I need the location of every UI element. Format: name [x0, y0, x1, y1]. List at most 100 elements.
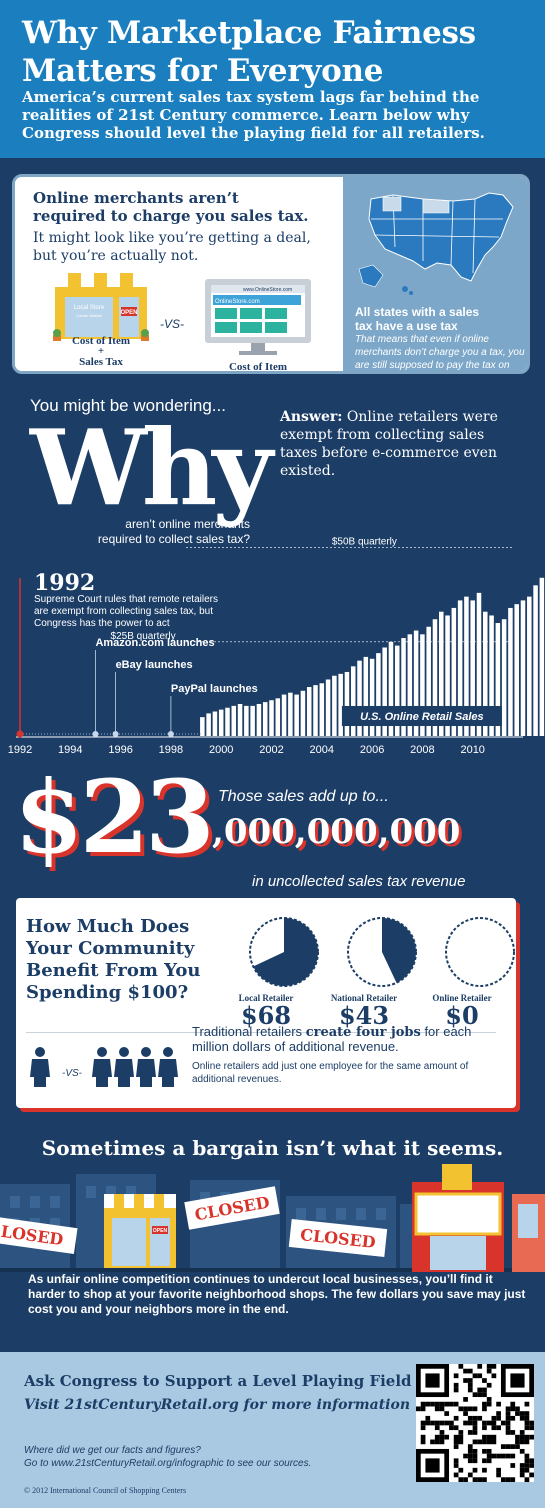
jobs-heading: Traditional retailers create four jobs f…	[192, 1025, 502, 1054]
qr-module	[477, 1364, 483, 1369]
qr-module	[463, 1378, 468, 1383]
qr-module	[477, 1415, 483, 1421]
chart-bar	[294, 694, 299, 736]
chart-bar	[457, 600, 463, 736]
qr-module	[486, 1397, 492, 1402]
qr-module	[449, 1401, 454, 1407]
person-icon	[30, 1047, 50, 1087]
qr-module	[425, 1415, 431, 1421]
qr-module	[510, 1477, 516, 1482]
qr-module	[510, 1444, 516, 1449]
chart-reference-label: $25B quarterly	[111, 631, 176, 642]
qr-module	[420, 1425, 426, 1431]
qr-module	[425, 1401, 431, 1407]
qr-module	[467, 1453, 473, 1459]
chart-bar	[476, 592, 482, 736]
copyright: © 2012 International Council of Shopping…	[24, 1486, 187, 1495]
qr-module	[500, 1477, 506, 1482]
community-heading: How Much Does Your Community Benefit Fro…	[26, 916, 241, 1004]
qr-module	[449, 1420, 454, 1426]
qr-module	[486, 1439, 492, 1445]
local-cost-line-3: Sales Tax	[79, 356, 123, 368]
closed-sign-left: LOSED	[0, 1216, 78, 1255]
qr-module	[467, 1458, 473, 1464]
footer-visit-link[interactable]: Visit 21stCenturyRetail.org for more inf…	[24, 1397, 410, 1413]
title-line-2: Matters for Everyone	[22, 53, 384, 89]
online-store-monitor: www.OnlineStore.com OnlineStore.com	[205, 279, 311, 355]
qr-module	[472, 1406, 478, 1412]
qr-module	[505, 1420, 511, 1426]
qr-module	[444, 1420, 450, 1426]
qr-module	[496, 1401, 501, 1407]
qr-module	[434, 1439, 440, 1445]
chart-bar	[200, 717, 205, 736]
qr-module	[524, 1401, 530, 1407]
qr-module	[519, 1463, 525, 1468]
qr-module	[458, 1434, 464, 1440]
event-1992-description: Supreme Court rules that remote retailer…	[34, 594, 218, 605]
community-heading-line-3: Benefit From You	[26, 960, 201, 981]
header-banner: Why Marketplace Fairness Matters for Eve…	[0, 0, 545, 158]
event-marker	[92, 731, 99, 737]
qr-module	[444, 1401, 450, 1407]
jobs-heading-bold: create four jobs	[305, 1025, 421, 1040]
footer-sources: Where did we get our facts and figures? …	[24, 1444, 404, 1470]
person-icon	[136, 1047, 156, 1087]
community-heading-line-4: Spending $100?	[26, 982, 189, 1003]
vs-label: -VS-	[160, 317, 184, 331]
chart-bar	[344, 671, 350, 736]
qr-module	[463, 1406, 468, 1412]
chart-bar	[269, 700, 274, 736]
chart-bar	[533, 585, 538, 736]
chart-bar	[376, 653, 381, 736]
qr-module	[463, 1368, 468, 1374]
qr-module	[482, 1448, 487, 1454]
chart-bar	[332, 675, 337, 736]
qr-module	[496, 1425, 501, 1431]
qr-module	[524, 1415, 530, 1421]
qr-code-icon[interactable]	[416, 1364, 534, 1482]
qr-module	[505, 1453, 511, 1459]
qr-module	[486, 1458, 492, 1464]
jobs-heading-post: for each million dollars of additional r…	[192, 1024, 472, 1054]
qr-module	[505, 1444, 511, 1449]
closed-storefronts-illustration: OPEN LOSED CLOSED CLOSED	[0, 1164, 545, 1272]
qr-module	[491, 1420, 497, 1426]
chart-bar	[363, 656, 369, 736]
use-tax-body: That means that even if online merchants…	[355, 334, 525, 371]
jobs-vs-label: -VS-	[62, 1068, 83, 1079]
chart-bar	[470, 600, 475, 736]
title-line-1: Why Marketplace Fairness	[22, 15, 476, 51]
qr-module	[519, 1448, 525, 1454]
qr-module	[486, 1434, 492, 1440]
qr-module	[524, 1439, 530, 1445]
qr-module	[529, 1434, 534, 1440]
footer-sources-link[interactable]: Go to www.21stCenturyRetail.org/infograp…	[24, 1458, 312, 1469]
qr-module	[453, 1373, 459, 1379]
qr-module	[515, 1411, 520, 1416]
qr-module	[500, 1453, 506, 1459]
qr-module	[444, 1411, 450, 1416]
qr-module	[524, 1458, 530, 1464]
qr-module	[482, 1387, 487, 1393]
qr-module	[510, 1415, 516, 1421]
person-icon	[92, 1047, 112, 1087]
qr-module	[496, 1415, 501, 1421]
pie-slice	[253, 918, 318, 986]
qr-module	[482, 1401, 487, 1407]
answer-label: Answer:	[280, 409, 343, 425]
qr-module	[519, 1415, 525, 1421]
chart-bar	[451, 607, 457, 736]
qr-module	[453, 1458, 459, 1464]
chart-tick-label: 2004	[310, 744, 334, 756]
qr-module	[505, 1425, 511, 1431]
chart-tick-label: 2002	[259, 744, 283, 756]
pie-outline	[445, 917, 515, 987]
qr-module	[458, 1477, 464, 1482]
comparison-left: Online merchants aren’t required to char…	[15, 177, 343, 371]
qr-module	[524, 1434, 530, 1440]
event-1992-description: are exempt from collecting sales tax, bu…	[34, 606, 213, 617]
qr-module	[510, 1430, 516, 1435]
chart-bar	[508, 607, 513, 736]
qr-module	[425, 1420, 431, 1426]
